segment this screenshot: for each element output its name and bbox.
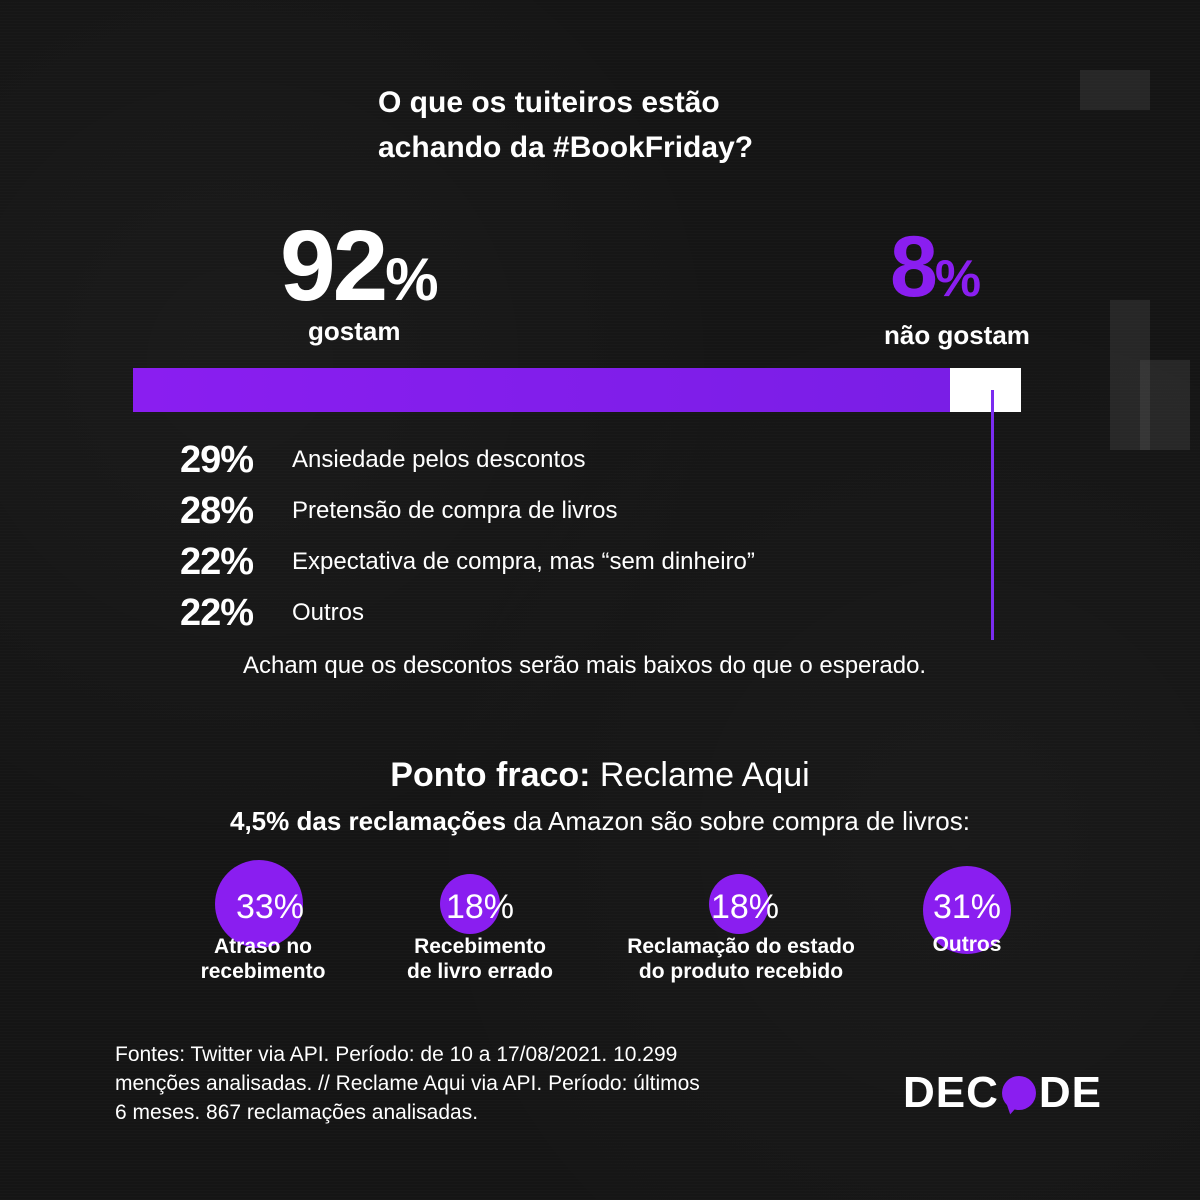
complaint-circle — [440, 874, 500, 934]
sources-line: 6 meses. 867 reclamações analisadas. — [115, 1101, 479, 1124]
weak-point-title: Ponto fraco: Reclame Aqui — [0, 756, 1200, 795]
reason-row: 22% Expectativa de compra, mas “sem dinh… — [180, 539, 755, 585]
reason-row: 28% Pretensão de compra de livros — [180, 488, 618, 534]
dislike-percentage: 8% — [890, 224, 981, 310]
reason-row: 22% Outros — [180, 590, 364, 636]
reason-row: 29% Ansiedade pelos descontos — [180, 437, 586, 483]
title-line-2: achando da #BookFriday? — [378, 131, 754, 164]
complaint-circle — [923, 866, 1011, 954]
like-sign: % — [385, 246, 439, 313]
complaint-circle — [709, 874, 769, 934]
like-value: 92 — [280, 210, 388, 322]
decorative-glitch — [1140, 360, 1190, 450]
decode-logo: DEC DE — [903, 1068, 1102, 1118]
weak-point-rest: Reclame Aqui — [590, 756, 810, 794]
reason-text: Ansiedade pelos descontos — [292, 446, 586, 473]
title-line-1: O que os tuiteiros estão — [378, 86, 720, 119]
complaint-percent: 31% — [932, 888, 1002, 926]
weak-point-sub-rest: da Amazon são sobre compra de livros: — [506, 806, 970, 836]
like-label: gostam — [308, 316, 401, 346]
complaint-percent: 33% — [235, 888, 305, 926]
like-bar-segment — [133, 368, 950, 412]
complaint-label-line: recebimento — [200, 960, 326, 983]
complaint-label-line: de livro errado — [407, 960, 553, 983]
dislike-label: não gostam — [884, 320, 1030, 350]
sources-line: Fontes: Twitter via API. Período: de 10 … — [115, 1043, 678, 1066]
decorative-glitch — [1080, 70, 1150, 110]
complaint-label: Recebimento de livro errado — [370, 934, 590, 984]
sentiment-bar — [133, 368, 1021, 412]
sources-note: Fontes: Twitter via API. Período: de 10 … — [115, 1040, 805, 1127]
complaint-label: Outros — [867, 932, 1067, 957]
weak-point-sub-bold: 4,5% das reclamações — [230, 806, 507, 836]
dislike-value: 8 — [890, 219, 938, 315]
like-percentage: 92% — [280, 216, 439, 316]
logo-text-right: DE — [1038, 1068, 1103, 1117]
speech-bubble-icon — [1001, 1076, 1036, 1110]
chart-title: O que os tuiteiros estão achando da #Boo… — [378, 80, 898, 170]
dislike-leader-line — [991, 390, 994, 640]
decorative-glitch — [1110, 300, 1150, 450]
complaint-label-line: do produto recebido — [638, 960, 844, 983]
reason-percent: 22% — [180, 591, 254, 634]
reason-percent: 22% — [180, 540, 254, 583]
dislike-note: Acham que os descontos serão mais baixos… — [243, 652, 927, 679]
complaint-label-line: Reclamação do estado — [627, 935, 855, 958]
sources-line: menções analisadas. // Reclame Aqui via … — [115, 1072, 700, 1095]
reason-percent: 28% — [180, 489, 254, 532]
weak-point-subtitle: 4,5% das reclamações da Amazon são sobre… — [0, 806, 1200, 837]
reason-text: Pretensão de compra de livros — [292, 497, 618, 524]
complaint-label: Atraso no recebimento — [163, 934, 363, 984]
complaint-percent: 18% — [710, 888, 780, 926]
reason-text: Expectativa de compra, mas “sem dinheiro… — [292, 548, 755, 575]
weak-point-bold: Ponto fraco: — [390, 756, 591, 794]
logo-text-left: DEC — [903, 1068, 999, 1117]
complaint-percent: 18% — [445, 888, 515, 926]
reason-text: Outros — [292, 599, 365, 626]
complaint-label: Reclamação do estado do produto recebido — [600, 934, 882, 984]
complaint-label-line: Atraso no — [213, 935, 312, 958]
complaint-label-line: Outros — [932, 933, 1002, 956]
dislike-sign: % — [934, 250, 982, 308]
complaint-circle — [215, 860, 303, 948]
reason-percent: 29% — [180, 438, 254, 481]
complaint-label-line: Recebimento — [414, 935, 546, 958]
